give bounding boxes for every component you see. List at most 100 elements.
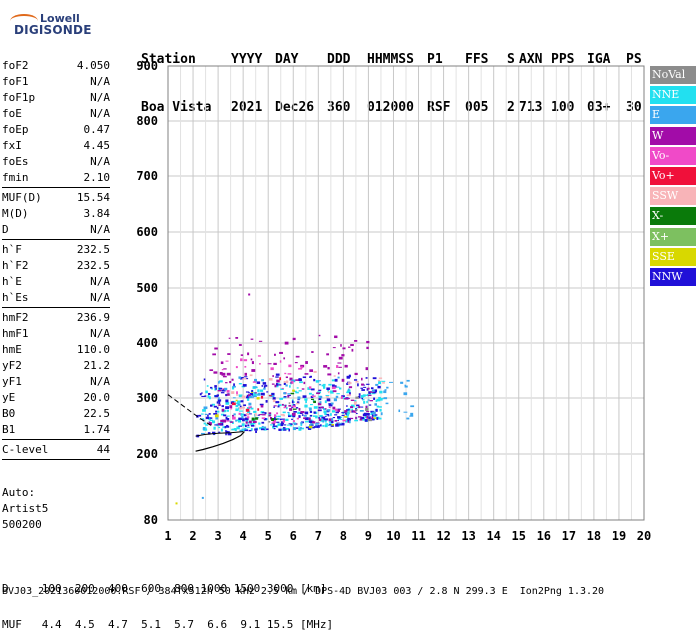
echo-point-nnw [244, 376, 248, 378]
param-value: 44 [96, 443, 110, 456]
echo-point-nnw [345, 405, 348, 407]
echo-point-sse [308, 425, 313, 429]
echo-point-nnw [262, 412, 266, 414]
ionogram-chart: 1 2 3 4 5 6 7 8 9 10 11 12 13 14 15 16 17 18 19 20802003004… [136, 59, 651, 543]
echo-point-nne [371, 392, 376, 395]
echo-point-nnw [376, 417, 379, 420]
echo-point-w [218, 404, 221, 406]
echo-point-vo [221, 368, 224, 371]
echo-point-w [349, 406, 354, 409]
echo-point-nnw [283, 396, 287, 398]
echo-point-nne [308, 407, 312, 409]
param-value: N/A [90, 275, 110, 288]
echo-point-e [314, 424, 319, 426]
echo-point-vo [336, 365, 339, 368]
echo-point-nne [321, 384, 325, 387]
echo-point-e [291, 379, 295, 383]
echo-point-w [344, 410, 348, 413]
echo-point-nne [240, 413, 243, 416]
echo-point-ssw [280, 413, 285, 416]
echo-point-nnw [273, 427, 276, 430]
echo-point-nne [200, 413, 204, 415]
header-value: 360 [327, 100, 351, 115]
param-name: fxI [2, 139, 22, 152]
echo-point-nne [203, 422, 206, 425]
echo-point-nnw [280, 423, 283, 427]
echo-point-nnw [335, 423, 339, 427]
echo-point-nnw [341, 395, 345, 397]
echo-point-nnw [199, 393, 202, 396]
echo-point-nnw [296, 401, 300, 404]
echo-point-w [318, 418, 322, 421]
echo-point-e [297, 396, 301, 400]
echo-point-nnw [214, 395, 218, 398]
echo-point-nnw [239, 377, 244, 380]
echo-point-nne [324, 400, 327, 404]
echo-point-nnw [316, 425, 320, 428]
echo-point-nnw [346, 382, 349, 385]
x-tick-label: 9 [365, 529, 372, 543]
echo-point-nne [363, 401, 366, 404]
echo-point-w [268, 412, 272, 415]
echo-point-nnw [310, 424, 314, 426]
echo-point-nnw [271, 392, 275, 396]
echo-point-nne [237, 419, 242, 423]
echo-point-w [354, 411, 357, 413]
echo-point-e [309, 424, 312, 428]
echo-point-ssw [241, 395, 246, 399]
echo-point-nnw [297, 399, 300, 401]
echo-point-w [288, 404, 292, 407]
echo-point-nnw [368, 404, 372, 406]
echo-point-nnw [313, 378, 316, 382]
echo-point-nnw [366, 383, 370, 385]
echo-point-nne [291, 399, 294, 401]
echo-point-vo [342, 419, 347, 422]
x-tick-label: 2 [189, 529, 196, 543]
echo-point-nnw [299, 378, 301, 381]
echo-point-nnw [272, 397, 276, 400]
echo-point-nne [208, 417, 211, 420]
echo-point-e [253, 395, 257, 397]
param-row: B0 22.5 [2, 406, 110, 422]
echo-point-nnw [216, 406, 219, 410]
echo-point-nnw [218, 387, 223, 390]
echo-point-e [292, 427, 297, 431]
echo-point-w [366, 415, 369, 419]
echo-point-w [273, 405, 277, 407]
param-value: 110.0 [76, 343, 110, 356]
header-label: DAY [275, 52, 299, 67]
header-label: AXN [519, 52, 543, 67]
param-row: h`E N/A [2, 274, 110, 290]
echo-point-w [244, 372, 248, 376]
echo-point-nne [238, 383, 242, 385]
echo-point-nne [282, 397, 287, 399]
param-row: foE N/A [2, 106, 110, 122]
echo-point-sse [251, 391, 254, 394]
echo-point-e [203, 406, 208, 410]
echo-point-nnw [325, 415, 327, 417]
echo-point-nne [209, 419, 214, 422]
echo-point-w [274, 353, 276, 356]
echo-point-w [312, 421, 316, 424]
echo-point-nne [379, 398, 383, 401]
echo-point-nne [322, 425, 325, 427]
x-tick-label: 10 [386, 529, 400, 543]
echo-point-ssw [346, 394, 351, 397]
echo-point-e [384, 389, 387, 391]
echo-point-e [383, 397, 388, 400]
echo-point-w [338, 356, 343, 360]
echo-point-nnw [321, 416, 325, 419]
echo-point-nne [360, 395, 364, 398]
echo-point-w [284, 404, 287, 408]
echo-point-nne [232, 428, 236, 431]
echo-point-w [340, 344, 342, 347]
echo-point-vo [340, 396, 343, 399]
echo-point-w [221, 372, 226, 376]
echo-point-e [389, 381, 393, 383]
echo-point-nnw [283, 382, 286, 385]
echo-point-w [305, 361, 308, 364]
echo-point-nne [236, 402, 240, 405]
header-value: 30 [626, 100, 642, 115]
param-name: B0 [2, 407, 16, 420]
param-divider [2, 307, 110, 308]
